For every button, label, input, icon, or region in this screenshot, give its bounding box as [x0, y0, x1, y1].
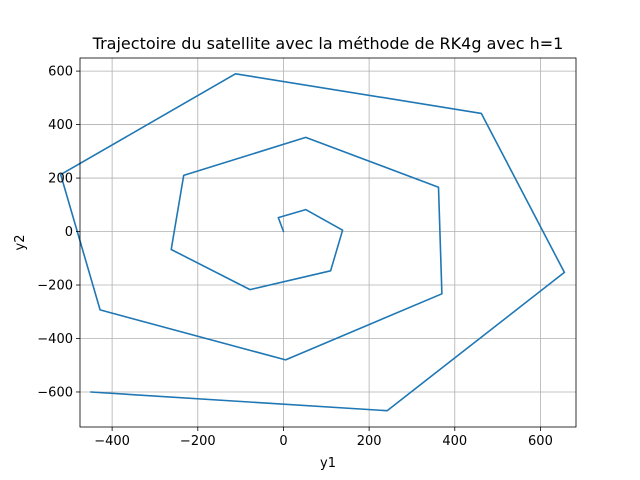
x-tick-label: 600 — [528, 434, 553, 449]
series-layer — [59, 73, 566, 412]
y-tick-label: −400 — [37, 332, 73, 347]
y-axis-label: y2 — [13, 235, 28, 251]
grid — [80, 58, 576, 427]
chart-title: Trajectoire du satellite avec la méthode… — [92, 34, 564, 53]
x-axis-label: y1 — [320, 456, 336, 471]
y-tick-label: 400 — [48, 118, 73, 133]
trajectory-line — [59, 73, 566, 412]
x-tick-label: 200 — [357, 434, 382, 449]
y-tick-label: −600 — [37, 385, 73, 400]
x-tick-label: 0 — [279, 434, 287, 449]
y-tick-label: −200 — [37, 279, 73, 294]
y-tick-label: 0 — [65, 225, 73, 240]
x-tick-label: −200 — [180, 434, 216, 449]
x-tick-label: −400 — [94, 434, 130, 449]
x-tick-label: 400 — [442, 434, 467, 449]
y-tick-label: 200 — [48, 172, 73, 187]
y-tick-label: 600 — [48, 65, 73, 80]
axis-ticks: −400 −200 0 200 400 600 −600 −400 −200 0 200 400 600 — [37, 65, 553, 449]
plot-frame — [79, 57, 577, 428]
